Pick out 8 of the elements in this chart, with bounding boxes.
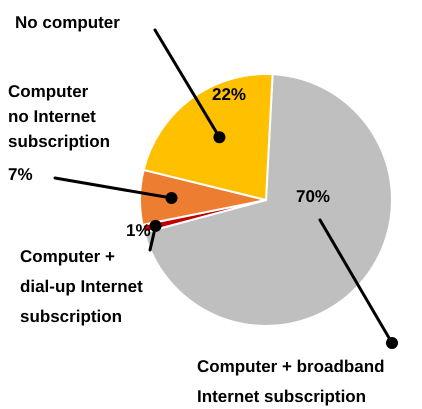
data-label: 22% [212, 85, 246, 104]
data-label: 70% [296, 187, 330, 206]
slice-label: No computer [15, 13, 120, 32]
data-label: 7% [8, 165, 33, 184]
data-label: 1% [126, 221, 151, 240]
slice-label: Computer no Internet subscription [8, 82, 110, 151]
slice-label: Computer + broadband Internet subscription [197, 357, 384, 406]
slice-label: Computer + dial-up Internet subscription [20, 247, 144, 326]
